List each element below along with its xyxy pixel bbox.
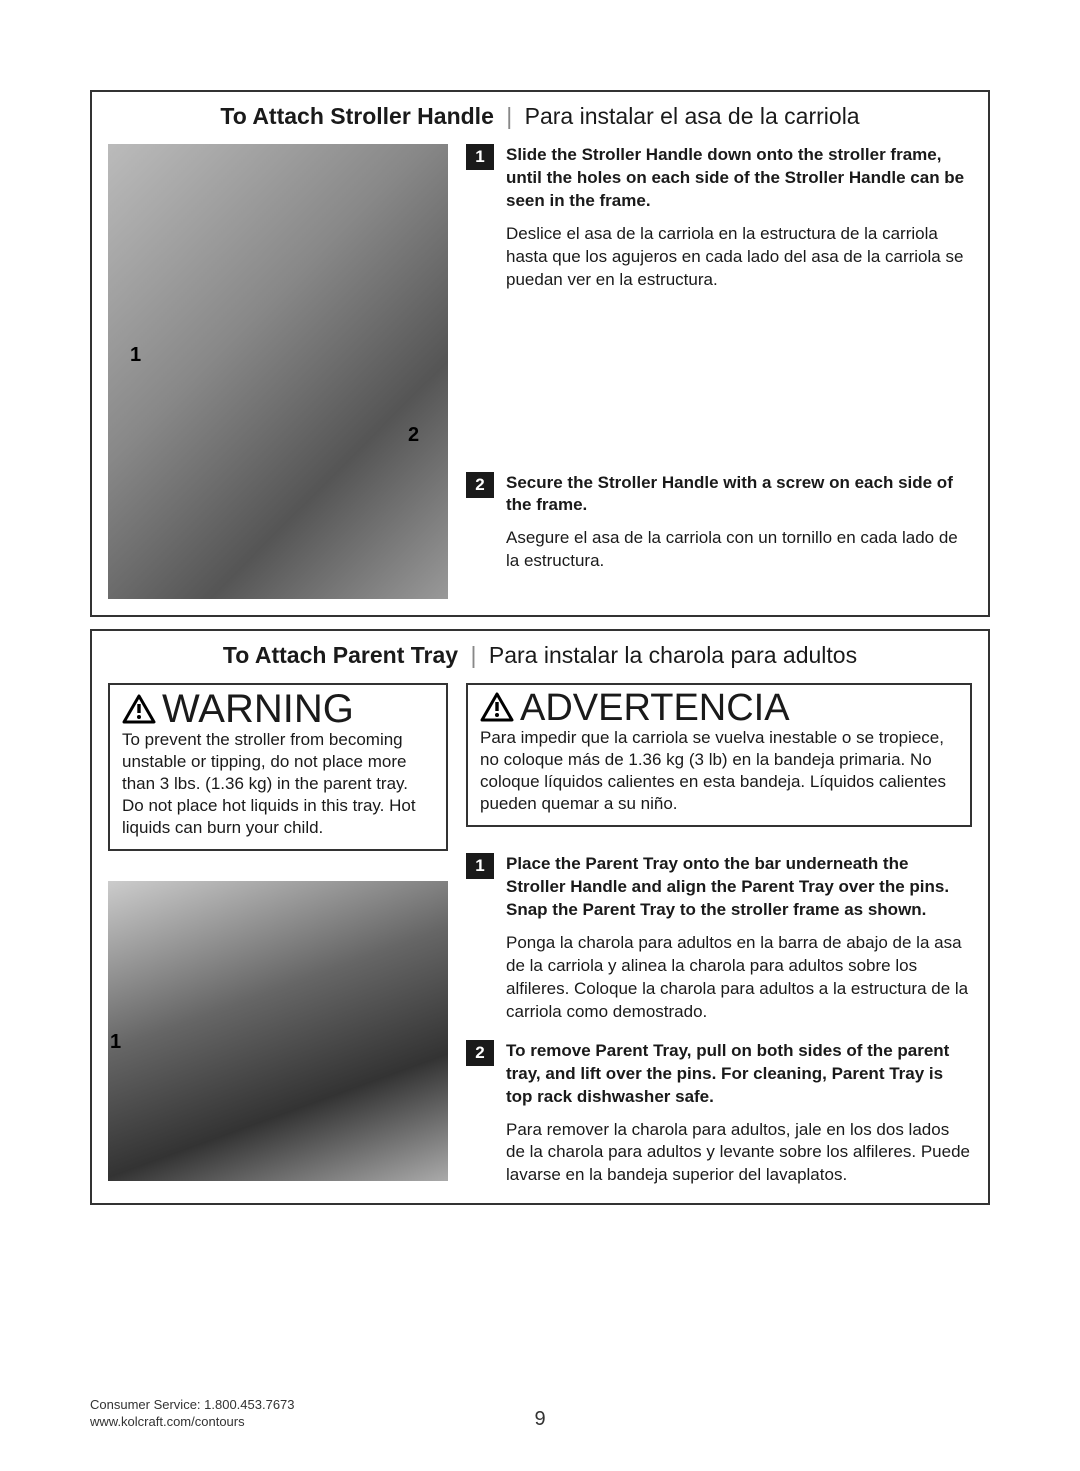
warning-icon: [480, 692, 514, 722]
footer-line1: Consumer Service: 1.800.453.7673: [90, 1397, 295, 1414]
step-text: To remove Parent Tray, pull on both side…: [506, 1040, 972, 1188]
spacer: [466, 312, 972, 452]
step-number-badge: 1: [466, 853, 494, 879]
warning-heading-en: WARNING: [122, 689, 434, 729]
figure-annotation-1: 1: [110, 1031, 121, 1054]
section1-header: To Attach Stroller Handle | Para instala…: [92, 92, 988, 144]
step-number-badge: 1: [466, 144, 494, 170]
title-divider: |: [500, 103, 518, 129]
step2-en: Secure the Stroller Handle with a screw …: [506, 472, 972, 518]
footer-line2: www.kolcraft.com/contours: [90, 1414, 295, 1431]
warning-heading-es: ADVERTENCIA: [480, 689, 958, 727]
warning-box-en: WARNING To prevent the stroller from bec…: [108, 683, 448, 851]
warning-body-en: To prevent the stroller from becoming un…: [122, 729, 434, 839]
warning-title-es: ADVERTENCIA: [520, 689, 790, 727]
section2-body: WARNING To prevent the stroller from bec…: [92, 683, 988, 1204]
step-text: Secure the Stroller Handle with a screw …: [506, 472, 972, 574]
section1-left-col: 1 2: [108, 144, 448, 599]
section1-step-2: 2 Secure the Stroller Handle with a scre…: [466, 472, 972, 574]
section-attach-parent-tray: To Attach Parent Tray | Para instalar la…: [90, 629, 990, 1205]
warning-body-es: Para impedir que la carriola se vuelva i…: [480, 727, 958, 815]
section2-left-col: WARNING To prevent the stroller from bec…: [108, 683, 448, 1188]
section-attach-handle: To Attach Stroller Handle | Para instala…: [90, 90, 990, 617]
s2-step1-es: Ponga la charola para adultos en la barr…: [506, 932, 972, 1024]
step1-es: Deslice el asa de la carriola en la estr…: [506, 223, 972, 292]
figure-annotation-1: 1: [130, 344, 141, 367]
section1-title-es: Para instalar el asa de la carriola: [525, 103, 860, 129]
step-number-badge: 2: [466, 472, 494, 498]
section2-header: To Attach Parent Tray | Para instalar la…: [92, 631, 988, 683]
warning-icon: [122, 694, 156, 724]
warning-title-en: WARNING: [162, 689, 354, 729]
section2-title-en: To Attach Parent Tray: [223, 642, 458, 668]
section1-right-col: 1 Slide the Stroller Handle down onto th…: [466, 144, 972, 599]
s2-step2-es: Para remover la charola para adultos, ja…: [506, 1119, 972, 1188]
section1-figure: 1 2: [108, 144, 448, 599]
step2-es: Asegure el asa de la carriola con un tor…: [506, 527, 972, 573]
step-text: Place the Parent Tray onto the bar under…: [506, 853, 972, 1024]
section1-body: 1 2 1 Slide the Stroller Handle down ont…: [92, 144, 988, 615]
step-number-badge: 2: [466, 1040, 494, 1066]
page-number: 9: [534, 1408, 545, 1431]
s2-step1-en: Place the Parent Tray onto the bar under…: [506, 853, 972, 922]
figure-annotation-2: 2: [408, 424, 419, 447]
step1-en: Slide the Stroller Handle down onto the …: [506, 144, 972, 213]
section1-title-en: To Attach Stroller Handle: [220, 103, 493, 129]
step-text: Slide the Stroller Handle down onto the …: [506, 144, 972, 292]
section1-step-1: 1 Slide the Stroller Handle down onto th…: [466, 144, 972, 292]
footer: Consumer Service: 1.800.453.7673 www.kol…: [90, 1397, 295, 1431]
section2-step-1: 1 Place the Parent Tray onto the bar und…: [466, 853, 972, 1024]
s2-step2-en: To remove Parent Tray, pull on both side…: [506, 1040, 972, 1109]
title-divider: |: [464, 642, 482, 668]
section2-step-2: 2 To remove Parent Tray, pull on both si…: [466, 1040, 972, 1188]
warning-box-es: ADVERTENCIA Para impedir que la carriola…: [466, 683, 972, 827]
section2-figure: 1: [108, 881, 448, 1181]
section2-title-es: Para instalar la charola para adultos: [489, 642, 857, 668]
section2-right-col: ADVERTENCIA Para impedir que la carriola…: [466, 683, 972, 1188]
